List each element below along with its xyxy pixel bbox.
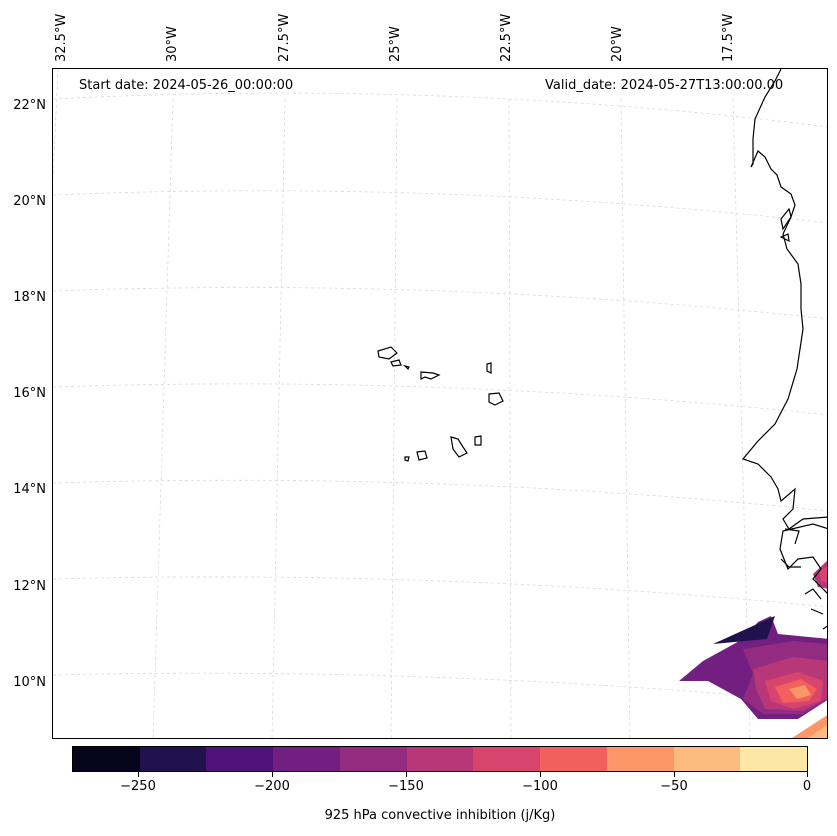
colorbar-segment — [540, 747, 607, 771]
island-sao-nicolau — [420, 371, 441, 380]
cb-tick-label: 0 — [802, 779, 812, 794]
cb-tick-label: −200 — [254, 779, 290, 794]
africa-coastline — [741, 69, 827, 630]
meridian-25w — [390, 98, 398, 738]
parallel-10n — [53, 672, 827, 704]
valid-date-label: Valid_date: 2024-05-27T13:00:00.00 — [545, 78, 784, 93]
parallel-14n — [53, 479, 827, 512]
parallel-18n — [53, 287, 827, 320]
colorbar-segment — [206, 747, 274, 771]
colorbar-segment — [339, 747, 407, 771]
meridian-20w — [620, 98, 631, 738]
cin-contours — [679, 560, 827, 738]
island-fogo — [416, 450, 428, 461]
cb-tick — [807, 772, 808, 777]
colorbar-segment — [473, 747, 541, 771]
lon-label-25w: 25°W — [388, 26, 403, 62]
lat-label-20n: 20°N — [13, 194, 46, 209]
colorbar-segment — [673, 747, 741, 771]
lon-label-32-5w: 32.5°W — [54, 13, 69, 62]
start-date-label: Start date: 2024-05-26_00:00:00 — [79, 78, 294, 93]
lon-label-27-5w: 27.5°W — [277, 13, 292, 62]
colorbar-segment — [740, 747, 808, 771]
lat-label-18n: 18°N — [13, 290, 46, 305]
lat-label-22n: 22°N — [13, 98, 46, 113]
island-maio — [474, 435, 482, 446]
parallel-22n — [53, 92, 827, 128]
colorbar-segment — [606, 747, 674, 771]
island-sal — [486, 362, 492, 374]
lon-label-17-5w: 17.5°W — [721, 13, 736, 62]
island-boa-vista — [488, 392, 504, 406]
lon-label-22-5w: 22.5°W — [499, 13, 514, 62]
africa-coastline-detail — [779, 207, 822, 600]
colorbar-segment — [273, 747, 340, 771]
cb-tick — [674, 772, 675, 777]
map-canvas — [53, 69, 827, 738]
lat-label-12n: 12°N — [13, 579, 46, 594]
island-sao-vicente — [390, 359, 402, 367]
map-panel — [52, 68, 828, 739]
meridian-32-5w — [53, 69, 59, 180]
lon-label-20w: 20°W — [610, 26, 625, 62]
lat-label-10n: 10°N — [13, 675, 46, 690]
coastlines — [377, 69, 827, 630]
cb-tick-label: −250 — [120, 779, 156, 794]
cb-tick — [138, 772, 139, 777]
cb-tick-label: −150 — [388, 779, 424, 794]
meridian-22-5w — [508, 98, 512, 738]
cb-tick — [272, 772, 273, 777]
parallel-16n — [53, 383, 827, 416]
island-santiago — [450, 436, 468, 458]
cb-tick-label: −50 — [660, 779, 688, 794]
cb-tick — [406, 772, 407, 777]
parallel-20n — [53, 190, 827, 224]
gridlines — [53, 69, 827, 738]
lat-label-16n: 16°N — [13, 386, 46, 401]
meridian-27-5w — [271, 98, 286, 738]
parallel-12n — [53, 576, 827, 608]
colorbar-segment — [406, 747, 474, 771]
island-santa-luzia — [403, 364, 410, 371]
colorbar — [72, 746, 808, 772]
island-santo-antao — [377, 346, 398, 360]
cb-tick — [540, 772, 541, 777]
island-brava — [404, 456, 410, 462]
lon-label-30w: 30°W — [165, 26, 180, 62]
colorbar-segment — [73, 747, 140, 771]
colorbar-title: 925 hPa convective inhibition (j/Kg) — [324, 808, 556, 823]
colorbar-segment — [139, 747, 207, 771]
cb-tick-label: −100 — [522, 779, 558, 794]
lat-label-14n: 14°N — [13, 482, 46, 497]
meridian-30w — [152, 98, 174, 738]
